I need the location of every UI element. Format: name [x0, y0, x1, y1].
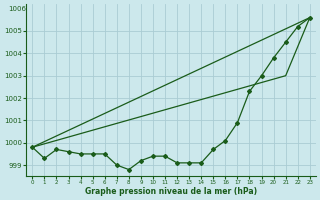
X-axis label: Graphe pression niveau de la mer (hPa): Graphe pression niveau de la mer (hPa) [85, 187, 257, 196]
Text: 1006: 1006 [8, 6, 26, 12]
